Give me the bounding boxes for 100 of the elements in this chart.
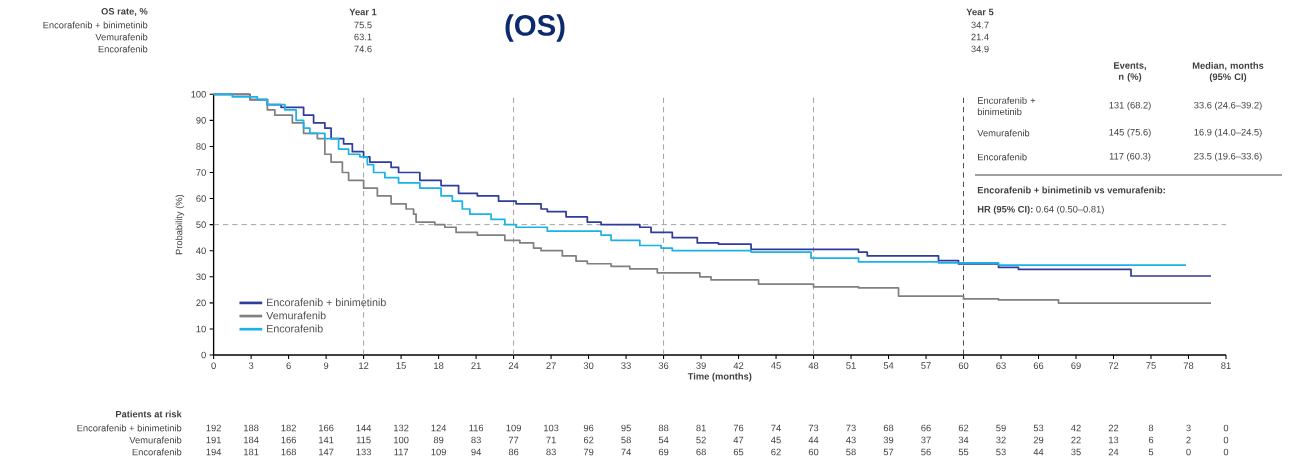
text: 147 (319, 448, 334, 456)
x-tick-label: 39 (696, 362, 706, 369)
x-tick-label: 0 (211, 362, 216, 369)
text: 77 (508, 436, 519, 444)
x-tick-label: 75 (1146, 362, 1156, 369)
text: 116 (469, 424, 484, 432)
text: 5 (1148, 448, 1154, 456)
x-tick-label: 21 (471, 362, 481, 369)
text: 53 (996, 448, 1006, 456)
text: 88 (658, 424, 669, 432)
text: 133 (356, 448, 371, 456)
x-tick-label: 66 (1033, 362, 1044, 369)
text: 2 (1186, 436, 1191, 444)
text: 59 (996, 424, 1006, 432)
text: 39 (883, 436, 894, 444)
x-tick-label: 33 (621, 362, 631, 369)
y-tick-label: 0 (201, 351, 206, 359)
text: Patients at risk (115, 410, 182, 418)
text: 35 (1071, 448, 1081, 456)
x-axis-title: Time (months) (687, 372, 752, 382)
text: 109 (431, 448, 446, 456)
text: 32 (996, 436, 1006, 444)
text: 83 (546, 448, 556, 456)
x-tick-label: 12 (359, 362, 369, 369)
text: 76 (733, 424, 744, 432)
text: 0 (1223, 424, 1229, 432)
text: 188 (244, 424, 259, 432)
annotation: Encorafenib + binimetinib vs vemurafenib: (977, 186, 1165, 194)
legend-label: Encorafenib + binimetinib (267, 298, 386, 307)
text: 0 (1186, 448, 1191, 456)
text: 79 (583, 448, 594, 456)
x-tick-label: 48 (808, 362, 819, 369)
x-tick-label: 18 (434, 362, 444, 369)
text: Median, months (95% CI) (1192, 62, 1264, 82)
x-tick-label: 36 (658, 362, 669, 369)
y-tick-label: 40 (196, 247, 206, 255)
annotation: 23.5 (19.6–33.6) (1194, 152, 1262, 162)
x-tick-label: 51 (846, 362, 856, 369)
text: 69 (658, 448, 669, 456)
text: 34 (958, 436, 969, 444)
text: 168 (281, 448, 296, 456)
text: 144 (356, 424, 372, 432)
text: 29 (1033, 436, 1044, 444)
text: 62 (583, 436, 594, 444)
text: 71 (546, 436, 556, 444)
legend-label: Vemurafenib (266, 311, 326, 320)
x-tick-label: 42 (733, 362, 744, 369)
legend-label: Encorafenib (267, 324, 323, 333)
text: 184 (244, 436, 259, 444)
text: 75.5 (354, 21, 372, 29)
text: 89 (433, 436, 444, 444)
text: 166 (281, 436, 296, 444)
text: Encorafenib + binimetinib (43, 21, 148, 29)
text: 6 (1148, 436, 1154, 444)
y-tick-label: 70 (196, 169, 206, 176)
y-tick-label: 10 (196, 325, 206, 333)
text: 166 (319, 424, 334, 432)
text: 132 (394, 424, 409, 432)
text: Encorafenib + binimetinib (77, 424, 182, 432)
y-tick-label: 80 (196, 143, 206, 150)
text: 73 (846, 424, 856, 432)
text: 74 (771, 424, 781, 432)
text: 68 (883, 424, 894, 432)
text: 100 (394, 436, 409, 444)
x-tick-label: 27 (546, 362, 556, 369)
text: 34.9 (971, 45, 989, 53)
annotation: 117 (60.3) (1109, 152, 1151, 162)
text: 117 (394, 448, 409, 456)
x-tick-label: 81 (1221, 362, 1231, 369)
annotation: Encorafenib (978, 153, 1027, 161)
y-axis-title: Probability (%) (175, 194, 185, 255)
x-tick-label: 15 (396, 362, 406, 369)
x-tick-label: 63 (996, 362, 1006, 369)
text: 74.6 (354, 45, 372, 53)
x-tick-label: 54 (883, 362, 894, 369)
text: 3 (1186, 424, 1191, 432)
text: 53 (1033, 424, 1044, 432)
text: 58 (621, 436, 631, 444)
text: 45 (771, 436, 781, 444)
text: 96 (583, 424, 594, 432)
x-tick-label: 30 (583, 362, 594, 369)
text: 47 (733, 436, 744, 444)
text: 0 (1223, 436, 1229, 444)
annotation: 145 (75.6) (1109, 128, 1151, 138)
y-tick-label: 100 (191, 91, 206, 98)
text: Encorafenib (132, 448, 182, 456)
x-tick-label: 72 (1108, 362, 1119, 369)
text: 73 (808, 424, 819, 432)
text: 44 (808, 436, 819, 444)
text: Vemurafenib (129, 436, 182, 444)
text: 192 (206, 424, 221, 432)
text: 103 (544, 424, 559, 432)
text: 141 (319, 436, 334, 444)
text: 34.7 (971, 21, 989, 29)
text: 74 (621, 448, 632, 456)
text: 8 (1148, 424, 1154, 432)
text: Events, n (%) (1114, 62, 1146, 82)
text: 62 (958, 424, 969, 432)
text: 66 (921, 424, 931, 432)
x-tick-label: 3 (248, 362, 254, 369)
